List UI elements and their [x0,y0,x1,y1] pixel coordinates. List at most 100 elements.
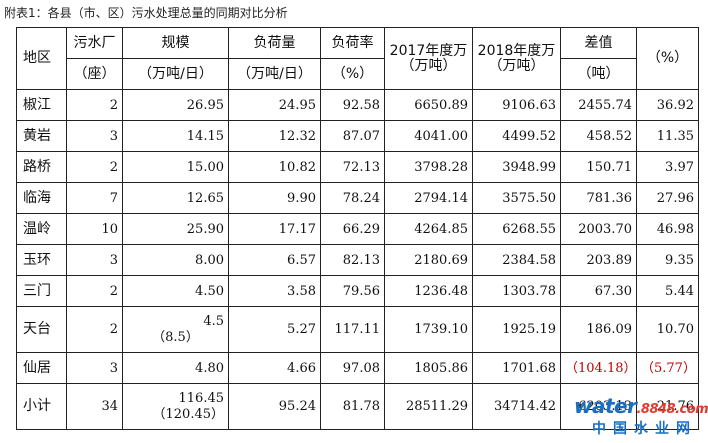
load-cell: 3.58 [228,275,321,307]
plants-cell: 2 [66,306,123,353]
y2018-cell: 2384.58 [472,244,561,276]
y2018-cell: 6268.55 [472,213,561,245]
scale-cell: 4.50 [122,275,229,307]
table-row: 玉环 3 8.00 6.57 82.13 2180.69 2384.58 203.89 9.35 [16,244,699,276]
y2017-cell: 4041.00 [384,120,473,152]
diff-cell: 6203.13 [560,383,637,430]
diff-cell: 67.30 [560,275,637,307]
load-cell: 24.95 [228,89,321,121]
table-row: 三门 2 4.50 3.58 79.56 1236.48 1303.78 67.30 5.44 [16,275,699,307]
y2018-cell: 1701.68 [472,352,561,384]
plants-cell: 2 [66,89,123,121]
load-rate-cell: 117.11 [320,306,385,353]
y2018-cell: 3575.50 [472,182,561,214]
scale-cell: 4.5 （8.5） [122,306,229,353]
header-2018-line1: 2018年度万 [477,42,556,59]
table-row: 临海 7 12.65 9.90 78.24 2794.14 3575.50 781.36 27.… [16,182,699,214]
pct-cell: 3.97 [636,151,699,183]
diff-cell: 458.52 [560,120,637,152]
header-plants-unit: （座） [66,58,123,90]
plants-cell: 3 [66,120,123,152]
header-2018-line2: （万吨） [488,57,545,74]
table-row: 椒江 2 26.95 24.95 92.58 6650.89 9106.63 2455.74 3… [16,89,699,121]
load-rate-cell: 82.13 [320,244,385,276]
diff-cell: 2455.74 [560,89,637,121]
load-cell: 95.24 [228,383,321,430]
pct-cell: 5.44 [636,275,699,307]
scale-cell: 8.00 [122,244,229,276]
region-cell: 温岭 [16,213,67,245]
y2017-cell: 1236.48 [384,275,473,307]
scale-cell: 15.00 [122,151,229,183]
pct-cell: 9.35 [636,244,699,276]
load-rate-cell: 87.07 [320,120,385,152]
plants-cell: 3 [66,244,123,276]
y2017-cell: 6650.89 [384,89,473,121]
pct-cell: （5.77） [636,352,699,384]
region-cell: 三门 [16,275,67,307]
scale-cell: 12.65 [122,182,229,214]
load-rate-cell: 81.78 [320,383,385,430]
header-load: 负荷量 [228,27,321,59]
region-cell: 仙居 [16,352,67,384]
header-load-unit: （万吨/日） [228,58,321,90]
plants-cell: 3 [66,352,123,384]
y2017-cell: 4264.85 [384,213,473,245]
plants-cell: 2 [66,151,123,183]
table-row: 路桥 2 15.00 10.82 72.13 3798.28 3948.99 150.71 3.… [16,151,699,183]
region-cell: 天台 [16,306,67,353]
load-cell: 6.57 [228,244,321,276]
load-rate-cell: 72.13 [320,151,385,183]
scale-value-alt: （8.5） [152,329,199,345]
pct-cell: 11.35 [636,120,699,152]
header-load-rate-unit: （%） [320,58,385,90]
header-2017: 2017年度万 （万吨） [384,27,473,90]
plants-cell: 7 [66,182,123,214]
region-cell: 路桥 [16,151,67,183]
pct-cell: 27.96 [636,182,699,214]
y2018-cell: 3948.99 [472,151,561,183]
scale-cell: 26.95 [122,89,229,121]
header-scale: 规模 [122,27,229,59]
table-row: 仙居 3 4.80 4.66 97.08 1805.86 1701.68 （104.18） （5… [16,352,699,384]
plants-cell: 34 [66,383,123,430]
header-region: 地区 [16,27,67,90]
y2018-cell: 4499.52 [472,120,561,152]
y2018-cell: 9106.63 [472,89,561,121]
header-plants: 污水厂 [66,27,123,59]
y2018-cell: 1303.78 [472,275,561,307]
y2017-cell: 1805.86 [384,352,473,384]
load-cell: 10.82 [228,151,321,183]
scale-cell: 116.45 （120.45） [122,383,229,430]
y2018-cell: 1925.19 [472,306,561,353]
pct-cell: 21.76 [636,383,699,430]
region-cell: 玉环 [16,244,67,276]
y2018-cell: 34714.42 [472,383,561,430]
scale-value: 116.45 [178,390,225,406]
comparison-table: 地区 污水厂 规模 负荷量 负荷率 2017年度万 （万吨） 2018年度万 （万吨… [16,27,699,430]
pct-cell: 46.98 [636,213,699,245]
scale-cell: 25.90 [122,213,229,245]
pct-cell: 10.70 [636,306,699,353]
diff-cell: 2003.70 [560,213,637,245]
header-2017-line2: （万吨） [400,57,457,74]
table-row: 温岭 10 25.90 17.17 66.29 4264.85 6268.55 2003.70… [16,213,699,245]
load-cell: 17.17 [228,213,321,245]
header-scale-unit: （万吨/日） [122,58,229,90]
header-2017-line1: 2017年度万 [389,42,468,59]
table-caption: 附表1：各县（市、区）污水处理总量的同期对比分析 [4,6,288,20]
header-row-2: （座） （万吨/日） （万吨/日） （%） （吨） [17,58,699,90]
diff-cell: 150.71 [560,151,637,183]
load-rate-cell: 78.24 [320,182,385,214]
scale-cell: 14.15 [122,120,229,152]
pct-cell: 36.92 [636,89,699,121]
region-cell: 小计 [16,383,67,430]
load-rate-cell: 97.08 [320,352,385,384]
load-rate-cell: 66.29 [320,213,385,245]
diff-cell: 203.89 [560,244,637,276]
table-row: 小计 34 116.45 （120.45） 95.24 81.78 28511.29 3471… [16,383,699,430]
header-diff-unit: （吨） [560,58,637,90]
load-cell: 4.66 [228,352,321,384]
y2017-cell: 28511.29 [384,383,473,430]
load-cell: 9.90 [228,182,321,214]
